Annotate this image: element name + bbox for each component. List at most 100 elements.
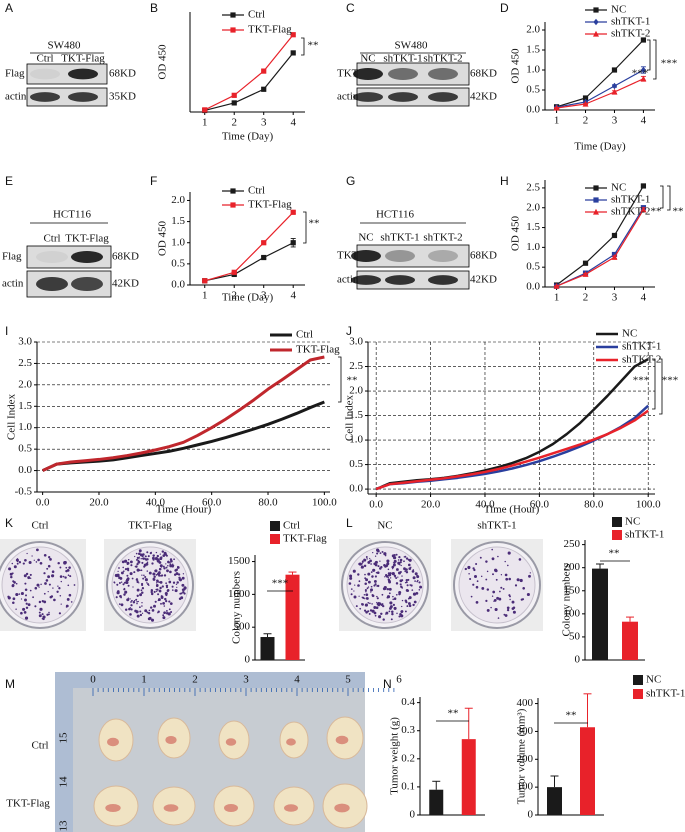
colony <box>126 578 130 582</box>
colony <box>48 613 50 616</box>
colony <box>496 596 500 600</box>
colony <box>485 560 488 563</box>
colony <box>491 557 495 561</box>
x-tick-label: 2 <box>231 290 237 302</box>
blot-band <box>385 275 415 285</box>
legend-label: shTKT-1 <box>625 529 664 541</box>
plate-well <box>1 546 79 624</box>
colony <box>59 566 62 569</box>
y-axis-label: OD 450 <box>510 48 522 84</box>
colony <box>386 562 390 566</box>
colony <box>500 586 503 589</box>
legend-swatch <box>612 530 622 540</box>
colony <box>38 614 42 618</box>
x-tick-label: 4 <box>641 115 647 127</box>
colony <box>365 597 368 600</box>
y-tick-label: 2.0 <box>18 378 32 390</box>
colony <box>393 606 397 610</box>
colony <box>135 598 138 601</box>
colony <box>130 604 133 607</box>
colony <box>161 550 165 553</box>
y-tick-label: 250 <box>564 538 581 550</box>
tumor <box>326 716 364 760</box>
tumor-vessel <box>224 804 238 812</box>
colony <box>388 587 392 591</box>
colony <box>163 551 167 555</box>
significance-bracket <box>653 39 657 80</box>
colony <box>65 604 69 608</box>
x-tick-label: 80.0 <box>258 497 278 509</box>
colony <box>120 571 124 575</box>
colony <box>127 558 130 561</box>
y-tick-label: 0.4 <box>401 696 415 708</box>
colony <box>369 609 373 612</box>
colony <box>376 595 378 598</box>
colony <box>48 611 50 614</box>
significance-label: *** <box>272 578 289 590</box>
tumor-vessel <box>165 736 177 744</box>
series-line <box>42 355 325 472</box>
colony <box>121 560 125 564</box>
colony <box>497 555 499 558</box>
colony <box>135 565 138 568</box>
blot-cell-line: SW480 <box>48 40 82 52</box>
point <box>231 92 237 98</box>
colony <box>512 610 516 614</box>
colony <box>51 575 53 577</box>
point <box>611 67 618 73</box>
colony <box>418 589 421 591</box>
blot-band <box>36 251 68 263</box>
colony <box>408 558 412 562</box>
colony <box>411 570 415 573</box>
colony <box>167 560 170 564</box>
colony <box>401 605 403 608</box>
x-tick-label: 80.0 <box>584 499 604 511</box>
x-tick-label: 60.0 <box>202 497 222 509</box>
colony <box>404 610 407 613</box>
y-tick-label: 500 <box>234 621 251 633</box>
y-tick-label: 0 <box>528 809 534 821</box>
colony <box>22 607 26 611</box>
panel-label: H <box>500 174 509 188</box>
panel-label: B <box>150 1 158 15</box>
colony <box>394 574 397 578</box>
colony <box>118 577 120 579</box>
colony <box>157 593 160 596</box>
legend-swatch <box>612 517 622 527</box>
legend-marker <box>593 18 599 26</box>
colony <box>348 582 352 585</box>
colony <box>126 598 130 602</box>
colony <box>132 601 136 604</box>
colony <box>25 572 29 576</box>
tumor-vessel <box>284 804 298 812</box>
ruler-label: 0 <box>90 674 96 686</box>
colony <box>170 611 173 613</box>
colony <box>34 605 37 608</box>
colony <box>408 567 412 570</box>
colony <box>67 574 70 576</box>
colony <box>380 612 383 616</box>
colony <box>370 571 373 573</box>
y-tick-label: 150 <box>564 584 581 596</box>
colony <box>141 605 143 607</box>
x-axis-label: Time (Day) <box>574 141 626 153</box>
tumor <box>279 721 309 759</box>
colony <box>136 563 139 566</box>
colony <box>139 606 141 609</box>
colony <box>514 584 518 587</box>
colony <box>350 593 353 596</box>
colony <box>373 579 377 583</box>
panel-label: C <box>346 1 355 15</box>
colony <box>25 602 28 605</box>
tumor-vessel <box>286 738 296 746</box>
colony <box>397 559 400 561</box>
point <box>261 254 267 261</box>
y-tick-label: 0.5 <box>171 257 185 269</box>
colony <box>147 555 150 558</box>
colony <box>486 588 490 591</box>
colony <box>502 587 505 590</box>
colony <box>136 580 139 584</box>
colony <box>389 607 392 610</box>
colony <box>136 556 140 560</box>
ruler-label: 6 <box>396 674 402 686</box>
